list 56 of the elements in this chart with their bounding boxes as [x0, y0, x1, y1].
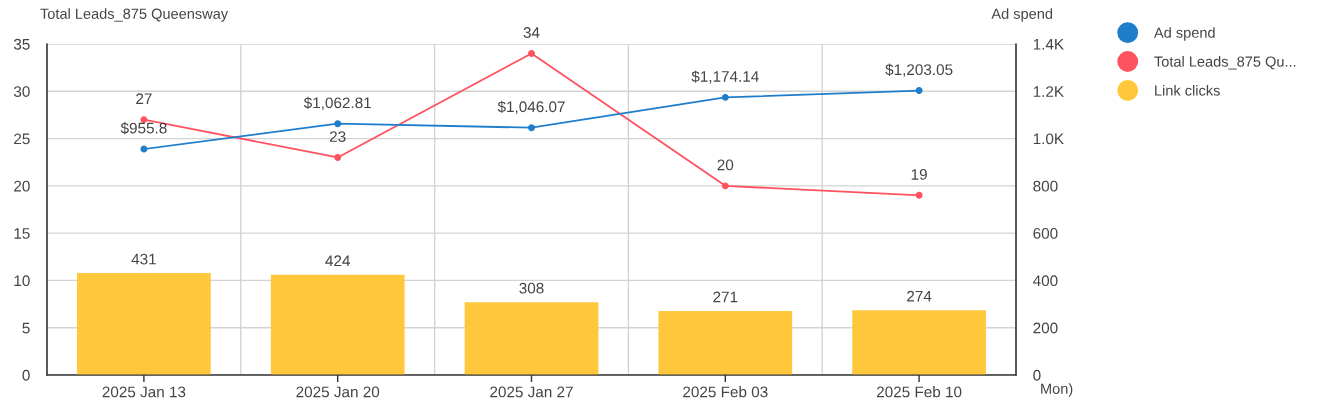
point: [528, 49, 535, 57]
legend-label: Ad spend: [1153, 27, 1215, 41]
data-label: 308: [519, 282, 544, 294]
bar: [852, 310, 986, 375]
data-label: 23: [329, 131, 346, 142]
data-label: 27: [136, 93, 152, 104]
y-tick-label: 10: [14, 275, 30, 287]
y-tick-label: 5: [22, 322, 30, 334]
y2-axis-title: Ad spend: [991, 8, 1053, 22]
y2-tick-label: 200: [1033, 322, 1058, 334]
data-label: $1,046.07: [497, 100, 565, 114]
x-tick-label: 2025 Jan 27: [490, 386, 573, 398]
x-axis-title: Mon): [1041, 383, 1073, 397]
y2-tick-label: 1.4K: [1033, 39, 1064, 50]
data-label: 19: [911, 168, 927, 180]
point: [721, 182, 729, 190]
data-label: $1,174.14: [691, 70, 759, 84]
point: [528, 124, 535, 132]
legend-label: Total Leads_875 Qu...: [1154, 56, 1296, 70]
point: [915, 191, 923, 199]
bar: [270, 274, 405, 375]
y2-tick-label: 600: [1033, 228, 1058, 239]
data-label: 431: [131, 253, 156, 265]
data-label: 20: [717, 159, 734, 171]
x-tick-label: 2025 Feb 03: [683, 386, 768, 398]
data-label: 274: [907, 290, 932, 302]
bar: [658, 310, 793, 375]
data-label: $1,203.05: [885, 63, 953, 77]
y-tick-label: 20: [14, 180, 30, 192]
x-tick-label: 2025 Jan 20: [296, 386, 380, 398]
x-tick-label: 2025 Jan 13: [102, 386, 186, 398]
data-label: 34: [523, 27, 540, 38]
data-label: 424: [325, 255, 350, 267]
y2-tick-label: 400: [1033, 275, 1058, 287]
data-label: 271: [713, 291, 738, 303]
point: [334, 154, 342, 161]
x-tick-label: 2025 Feb 10: [876, 386, 962, 398]
y2-tick-label: 0: [1033, 369, 1041, 381]
y2-tick-label: 800: [1033, 180, 1058, 192]
point: [915, 87, 923, 95]
legend-label: Link clicks: [1155, 84, 1220, 96]
y-axis-title: Total Leads_875 Queensway: [40, 8, 229, 22]
point: [140, 145, 148, 153]
y-tick-label: 30: [13, 86, 30, 97]
bar: [464, 302, 599, 375]
y-tick-label: 15: [14, 228, 30, 239]
point: [721, 93, 729, 101]
data-label: $1,062.81: [303, 96, 371, 111]
data-label: $955.8: [120, 122, 167, 135]
y-tick-label: 35: [13, 38, 30, 50]
y2-tick-label: 1.2K: [1033, 86, 1064, 97]
bar: [77, 273, 211, 375]
point: [334, 120, 342, 128]
y-tick-label: 25: [14, 133, 30, 145]
y2-tick-label: 1.0K: [1033, 133, 1064, 145]
y-tick-label: 0: [22, 369, 30, 381]
